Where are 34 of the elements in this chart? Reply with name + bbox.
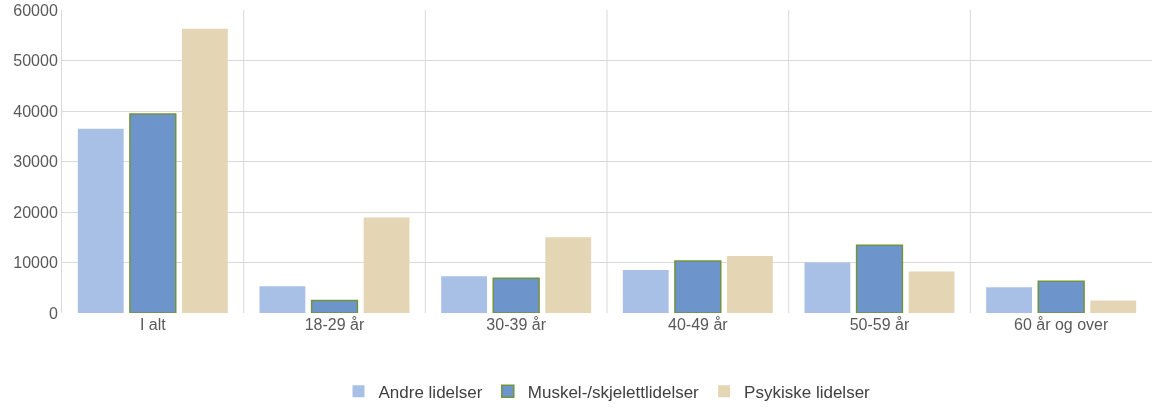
- y-tick-label: 50000: [13, 52, 58, 70]
- bar: [622, 270, 669, 313]
- bar: [492, 277, 540, 313]
- bar: [129, 113, 177, 313]
- bar: [1037, 280, 1085, 313]
- y-tick-label: 30000: [13, 153, 58, 171]
- bar: [674, 260, 722, 313]
- y-tick-label: 40000: [13, 102, 58, 120]
- bar: [182, 28, 228, 313]
- x-tick-label: 60 år og over: [1014, 316, 1109, 333]
- legend-label: Andre lidelser: [378, 382, 483, 402]
- y-tick-label: 10000: [13, 254, 58, 272]
- y-tick-label: 60000: [13, 1, 58, 19]
- legend-label: Psykiske lidelser: [744, 382, 871, 402]
- x-tick-label: I alt: [139, 316, 167, 333]
- x-tick-label: 30-39 år: [486, 316, 547, 333]
- bar: [310, 299, 359, 313]
- legend-label: Muskel-/skjelettlidelser: [527, 382, 700, 402]
- y-tick-label: 20000: [13, 203, 58, 221]
- bar: [441, 276, 487, 313]
- bar: [545, 237, 592, 313]
- x-tick-label: 18-29 år: [304, 316, 365, 333]
- bar: [986, 287, 1032, 313]
- bar: [908, 271, 955, 313]
- bar: [855, 244, 904, 313]
- bar: [804, 262, 851, 313]
- bar: [363, 217, 410, 313]
- x-tick-label: 50-59 år: [849, 316, 910, 333]
- bar: [1090, 300, 1137, 313]
- y-tick-label: 0: [48, 304, 58, 322]
- bar: [77, 128, 124, 313]
- bar: [259, 286, 306, 313]
- bar: [727, 255, 773, 313]
- x-tick-label: 40-49 år: [668, 316, 729, 333]
